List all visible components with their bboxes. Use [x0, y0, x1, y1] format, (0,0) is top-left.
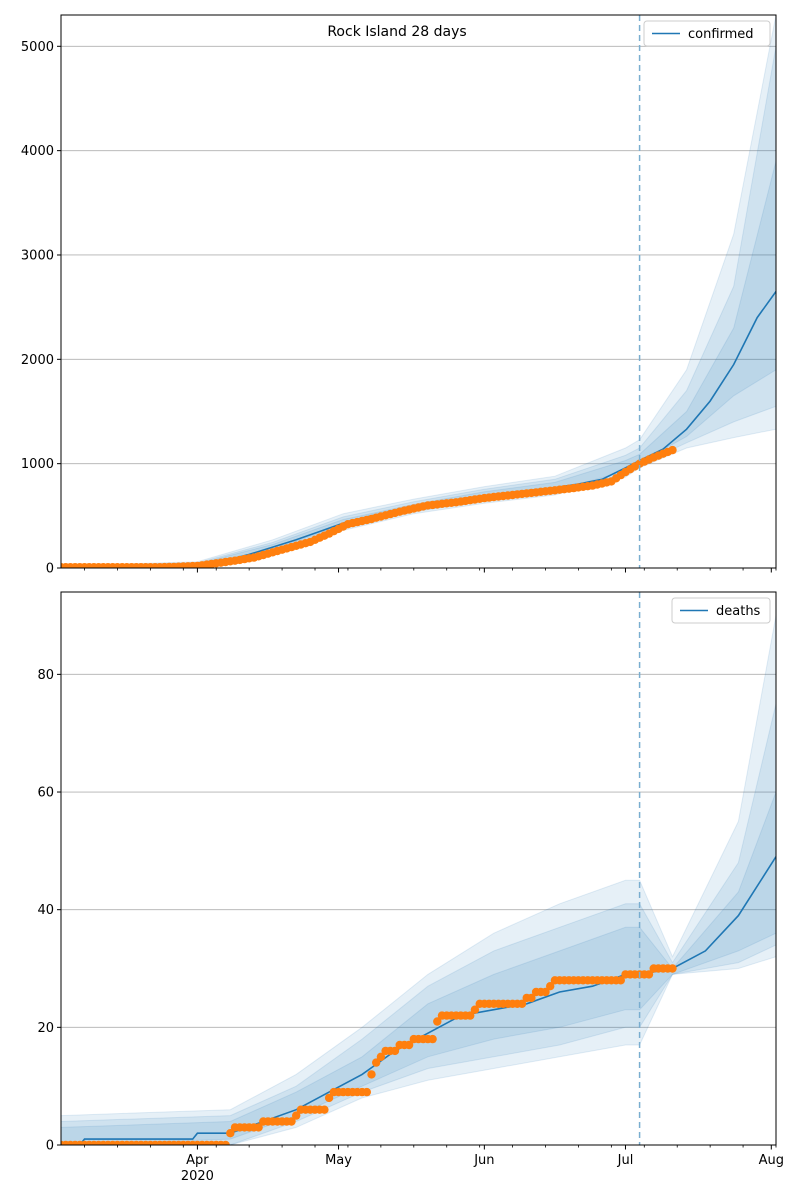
- y-tick-label: 0: [46, 562, 54, 577]
- legend-label: deaths: [716, 604, 761, 619]
- observed-point: [527, 993, 536, 1003]
- observed-point: [287, 1117, 296, 1126]
- legend-box: [671, 597, 771, 624]
- x-tick-label: Apr: [186, 1153, 209, 1168]
- observed-point: [668, 445, 677, 455]
- observed-point: [541, 987, 550, 997]
- y-tick-label: 2000: [21, 353, 54, 368]
- x-tick-sublabel: 2020: [181, 1169, 214, 1184]
- observed-point: [517, 999, 527, 1008]
- observed-point: [367, 1070, 376, 1079]
- y-tick-label: 5000: [21, 40, 54, 55]
- observed-point: [644, 970, 654, 979]
- x-tick-label: Aug: [759, 1153, 784, 1168]
- observed-point: [226, 1129, 235, 1138]
- observed-point: [433, 1017, 442, 1026]
- y-tick-label: 80: [37, 668, 54, 683]
- observed-point: [616, 976, 625, 985]
- figure-title: Rock Island 28 days: [327, 24, 466, 40]
- plot-area: [61, 15, 776, 568]
- legend: confirmed: [643, 20, 771, 47]
- observed-point: [362, 1087, 371, 1097]
- y-tick-label: 3000: [21, 248, 54, 263]
- legend-label: confirmed: [688, 27, 754, 42]
- observed-point: [292, 1111, 301, 1120]
- uncertainty-band: [61, 615, 776, 1145]
- observed-point: [428, 1034, 437, 1044]
- confirmed-panel: 0 1000 2000 3000 4000 5000 confirmed: [21, 14, 777, 577]
- x-tick-label: Jun: [473, 1153, 494, 1168]
- observed-point: [466, 1011, 475, 1020]
- observed-point: [324, 1093, 334, 1103]
- uncertainty-band: [61, 791, 776, 1145]
- observed-point: [376, 1052, 386, 1062]
- y-tick-label: 60: [37, 786, 54, 801]
- x-tick-label: May: [325, 1153, 352, 1168]
- y-tick-label: 0: [46, 1139, 54, 1154]
- observed-point: [546, 982, 555, 991]
- observed-point: [390, 1046, 400, 1056]
- observed-point: [372, 1058, 381, 1067]
- y-tick-label: 1000: [21, 457, 54, 472]
- axes-frame: [60, 591, 777, 1146]
- y-tick-label: 20: [37, 1021, 54, 1036]
- x-tick-label: Jul: [617, 1153, 634, 1168]
- y-tick-label: 40: [37, 903, 54, 918]
- plot-area: [61, 592, 776, 1145]
- observed-point: [470, 1005, 480, 1014]
- legend-box: [643, 20, 771, 47]
- legend: deaths: [671, 597, 771, 624]
- observed-point: [404, 1040, 414, 1050]
- observed-point: [254, 1123, 263, 1132]
- observed-point: [320, 1105, 329, 1114]
- observed-point: [221, 1140, 230, 1145]
- axes-frame: [60, 14, 777, 569]
- y-tick-label: 4000: [21, 144, 54, 159]
- observed-point: [668, 964, 677, 973]
